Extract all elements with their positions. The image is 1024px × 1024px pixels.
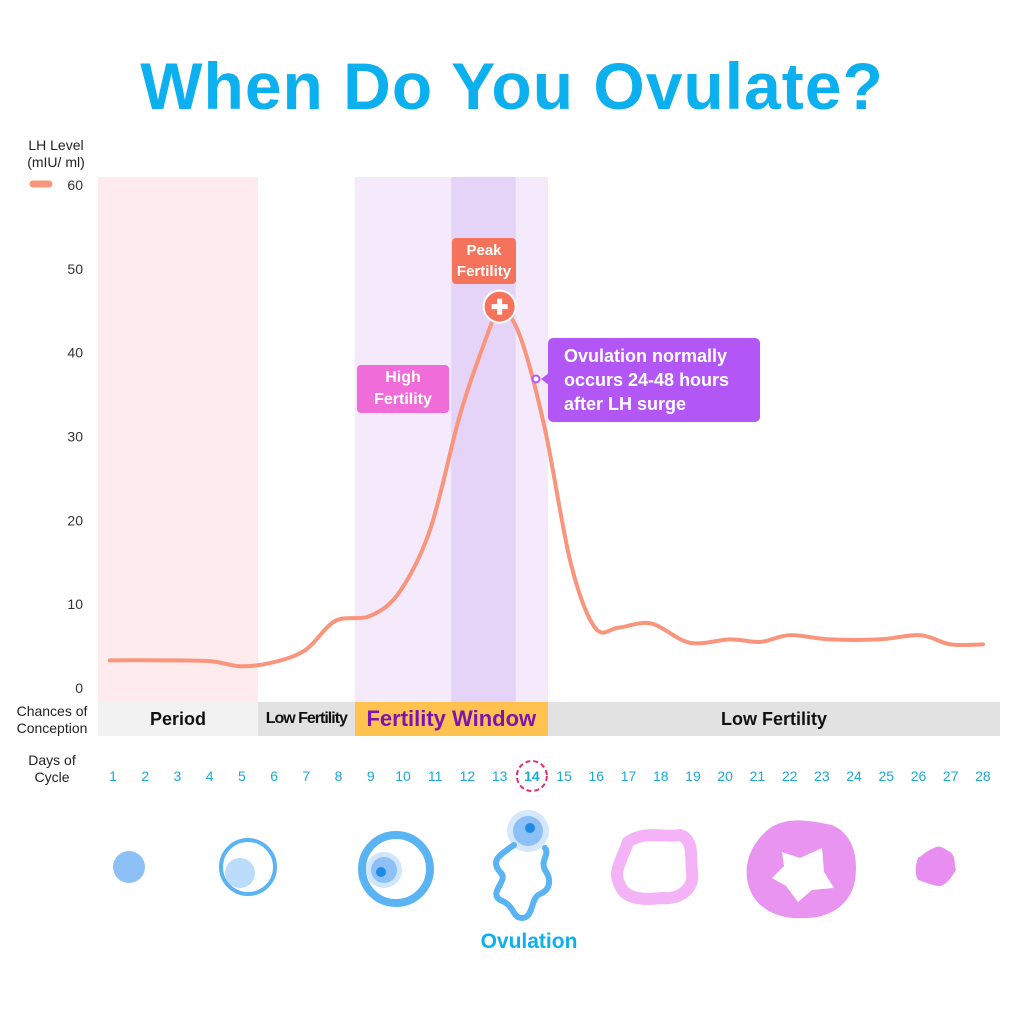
corpus-luteum-early-icon (611, 828, 699, 905)
plus-icon (491, 298, 508, 315)
day-tick-label: 10 (395, 768, 411, 784)
follicle-stage-3-icon (358, 831, 434, 907)
follicle-stage-2-icon (219, 838, 277, 896)
conception-segment: Period (98, 702, 258, 736)
corpus-luteum-mature-icon (746, 820, 856, 919)
y-axis-label-line: LH Level (28, 137, 84, 153)
highlight-day-ring-icon (515, 760, 548, 792)
day-tick-label: 21 (750, 768, 766, 784)
page-title: When Do You Ovulate? (140, 49, 884, 123)
ovulation-follicle-icon (493, 810, 553, 922)
phase-band (98, 177, 258, 702)
day-tick-label: 22 (782, 768, 798, 784)
y-tick-label: 60 (67, 177, 83, 193)
day-tick-label: 4 (206, 768, 214, 784)
day-tick-label: 20 (717, 768, 733, 784)
day-tick-label: 24 (846, 768, 862, 784)
callout-line: Ovulation normally (564, 346, 728, 366)
day-tick-label: 26 (911, 768, 927, 784)
y-tick-label: 0 (75, 680, 83, 696)
callout-line: Fertility (374, 391, 432, 408)
y-tick-label: 40 (67, 345, 83, 361)
day-tick-label: 2 (141, 768, 149, 784)
conception-row-label: Chances of Conception (4, 703, 100, 737)
note-pointer-dot (531, 374, 541, 384)
ovulation-note-callout: Ovulation normally occurs 24-48 hours af… (548, 338, 760, 422)
day-tick-label: 14 (524, 768, 540, 784)
day-tick-label: 6 (270, 768, 278, 784)
day-tick-label: 17 (621, 768, 637, 784)
ovulation-label: Ovulation (480, 930, 578, 953)
conception-segment: Low Fertility (547, 702, 1000, 736)
y-axis-label-line: (mIU/ ml) (27, 154, 85, 170)
y-axis-label: LH Level (mIU/ ml) (14, 137, 98, 171)
day-tick-label: 16 (589, 768, 605, 784)
callout-line: occurs 24-48 hours (564, 370, 730, 390)
conception-label-line: Conception (16, 720, 88, 736)
day-tick-label: 13 (492, 768, 508, 784)
callout-line: after LH surge (564, 394, 687, 414)
day-tick-label: 19 (685, 768, 701, 784)
day-tick-label: 25 (878, 768, 894, 784)
note-pointer (541, 373, 549, 385)
conception-label-line: Chances of (16, 703, 88, 719)
day-tick-label: 18 (653, 768, 669, 784)
follicle-stage-1-icon (113, 851, 145, 883)
y-tick-label: 30 (67, 429, 83, 445)
day-tick-label: 11 (428, 768, 443, 784)
high-fertility-callout: High Fertility (357, 365, 449, 413)
conception-segment: Fertility Window (354, 702, 548, 736)
day-tick-label: 12 (460, 768, 476, 784)
x-axis-label: Days of Cycle (4, 752, 100, 786)
day-tick-label: 1 (109, 768, 117, 784)
callout-line: Peak (466, 242, 502, 259)
day-tick-label: 27 (943, 768, 959, 784)
lh-level-line (107, 304, 985, 669)
x-axis-label-line: Days of (28, 752, 76, 768)
day-tick-label: 15 (556, 768, 572, 784)
corpus-albicans-icon (915, 846, 956, 886)
day-tick-label: 3 (174, 768, 182, 784)
day-tick-label: 7 (302, 768, 310, 784)
follicle-stages-illustration (113, 810, 956, 922)
y-tick-label: 50 (67, 261, 83, 277)
y-tick-label: 20 (67, 512, 83, 528)
day-tick-label: 28 (975, 768, 991, 784)
day-tick-label: 8 (335, 768, 343, 784)
day-tick-label: 23 (814, 768, 830, 784)
conception-segment: Low Fertility (257, 702, 355, 736)
y-tick-label: 10 (67, 596, 83, 612)
callout-line: High (385, 369, 421, 386)
day-tick-label: 5 (238, 768, 246, 784)
day-tick-label: 9 (367, 768, 375, 784)
peak-fertility-callout: Peak Fertility (452, 238, 516, 284)
x-axis-label-line: Cycle (34, 769, 70, 785)
callout-line: Fertility (456, 263, 512, 280)
